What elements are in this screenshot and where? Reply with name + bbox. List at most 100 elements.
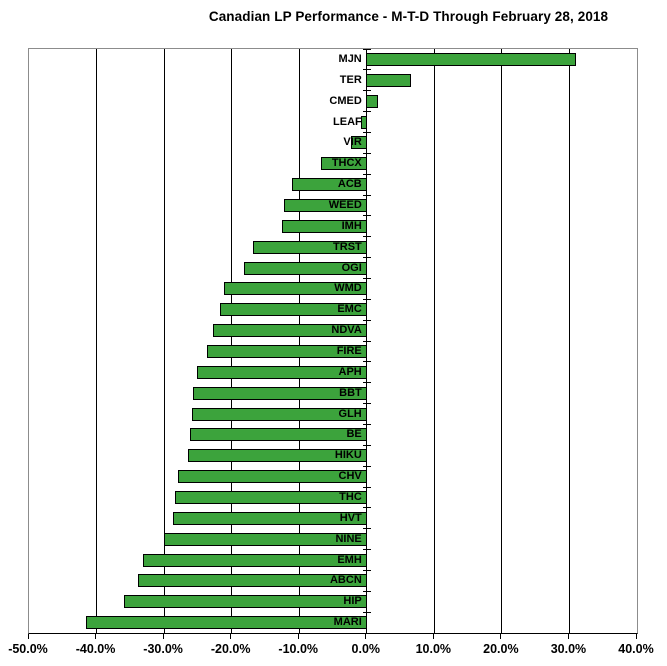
category-label: ACB xyxy=(337,178,362,191)
x-axis-tick xyxy=(365,634,367,639)
gridline xyxy=(433,49,435,633)
bar-abcn xyxy=(137,574,367,588)
category-axis-tick xyxy=(362,277,371,279)
category-axis-tick xyxy=(362,486,371,488)
category-label: HIP xyxy=(343,595,362,608)
bar-weed xyxy=(284,198,367,212)
x-axis-label: 20.0% xyxy=(483,642,519,656)
category-axis-tick xyxy=(362,632,371,634)
category-label: BE xyxy=(346,428,362,441)
x-axis-label: -40.0% xyxy=(75,642,116,656)
category-axis-tick xyxy=(362,569,371,571)
bar-emh xyxy=(143,553,367,567)
category-label: APH xyxy=(338,365,362,378)
category-axis-tick xyxy=(362,215,371,217)
category-axis-tick xyxy=(362,465,371,467)
bar-aph xyxy=(196,365,367,379)
bar-imh xyxy=(281,219,367,233)
category-label: IMH xyxy=(341,219,362,232)
category-label: BBT xyxy=(339,386,362,399)
category-label: TRST xyxy=(333,240,362,253)
category-label: NINE xyxy=(335,532,362,545)
category-axis-tick xyxy=(362,340,371,342)
x-axis-tick xyxy=(230,634,232,639)
category-label: HVT xyxy=(339,511,362,524)
bar-nine xyxy=(164,532,367,546)
category-axis-tick xyxy=(362,382,371,384)
chart-title: Canadian LP Performance - M-T-D Through … xyxy=(208,9,609,24)
bar-acb xyxy=(291,178,367,192)
bar-fire xyxy=(207,344,367,358)
category-axis-tick xyxy=(362,403,371,405)
category-label: CMED xyxy=(329,94,362,107)
bar-hip xyxy=(124,595,367,609)
category-label: EMH xyxy=(337,553,362,566)
category-label: ABCN xyxy=(329,574,362,587)
bar-thcx xyxy=(320,157,367,171)
bar-chv xyxy=(178,470,367,484)
bar-ter xyxy=(365,73,412,87)
category-axis-tick xyxy=(362,111,371,113)
category-axis-tick xyxy=(362,444,371,446)
bar-trst xyxy=(253,240,367,254)
category-axis-tick xyxy=(362,361,371,363)
gridline xyxy=(96,49,98,633)
bar-hvt xyxy=(172,511,367,525)
x-axis-label: -20.0% xyxy=(210,642,251,656)
gridline xyxy=(568,49,570,633)
category-label: WMD xyxy=(334,282,362,295)
category-label: VIR xyxy=(343,136,362,149)
gridline xyxy=(501,49,503,633)
bar-mjn xyxy=(365,52,577,66)
category-label: THC xyxy=(339,490,362,503)
category-axis-tick xyxy=(362,152,371,154)
category-label: MARI xyxy=(333,616,362,629)
plot-area: MJN TER CMED LEAF VIR THCX ACB WEED IMH TRST OGI WM… xyxy=(28,48,638,634)
category-axis-tick xyxy=(362,173,371,175)
category-label: HIKU xyxy=(334,449,362,462)
category-axis-tick xyxy=(362,298,371,300)
bar-cmed xyxy=(365,94,379,108)
category-label: CHV xyxy=(338,470,362,483)
x-axis-tick xyxy=(567,634,569,639)
category-axis-tick xyxy=(362,90,371,92)
gridline xyxy=(231,49,233,633)
category-label: TER xyxy=(339,73,362,86)
category-axis-tick xyxy=(362,319,371,321)
x-axis-label: -30.0% xyxy=(143,642,183,656)
bar-ogi xyxy=(243,261,367,275)
category-axis-tick xyxy=(362,590,371,592)
bar-bbt xyxy=(193,386,367,400)
category-axis-tick xyxy=(362,69,371,71)
category-label: THCX xyxy=(331,157,362,170)
bar-ndva xyxy=(213,324,367,338)
category-axis-tick xyxy=(362,528,371,530)
x-axis-label: 40.0% xyxy=(618,642,654,656)
category-axis-tick xyxy=(362,48,371,50)
gridline xyxy=(163,49,165,633)
bar-wmd xyxy=(223,282,367,296)
category-axis-tick xyxy=(362,549,371,551)
bar-glh xyxy=(191,407,367,421)
x-axis-tick xyxy=(500,634,502,639)
category-label: GLH xyxy=(338,407,362,420)
x-axis-label: 0.0% xyxy=(351,642,381,656)
category-axis-tick xyxy=(362,423,371,425)
x-axis-label: -50.0% xyxy=(8,642,48,656)
category-axis-tick xyxy=(362,194,371,196)
category-label: NDVA xyxy=(331,324,362,337)
category-axis-tick xyxy=(362,236,371,238)
x-axis-tick xyxy=(27,634,29,639)
gridline xyxy=(298,49,300,633)
x-axis-label: -10.0% xyxy=(278,642,319,656)
x-axis-tick xyxy=(635,634,637,639)
category-label: WEED xyxy=(328,198,362,211)
bar-hiku xyxy=(187,449,367,463)
bar-thc xyxy=(174,490,367,504)
x-axis-label: 30.0% xyxy=(550,642,587,656)
category-axis-tick xyxy=(362,257,371,259)
category-label: OGI xyxy=(341,261,362,274)
bar-emc xyxy=(219,303,367,317)
x-axis-tick xyxy=(297,634,299,639)
